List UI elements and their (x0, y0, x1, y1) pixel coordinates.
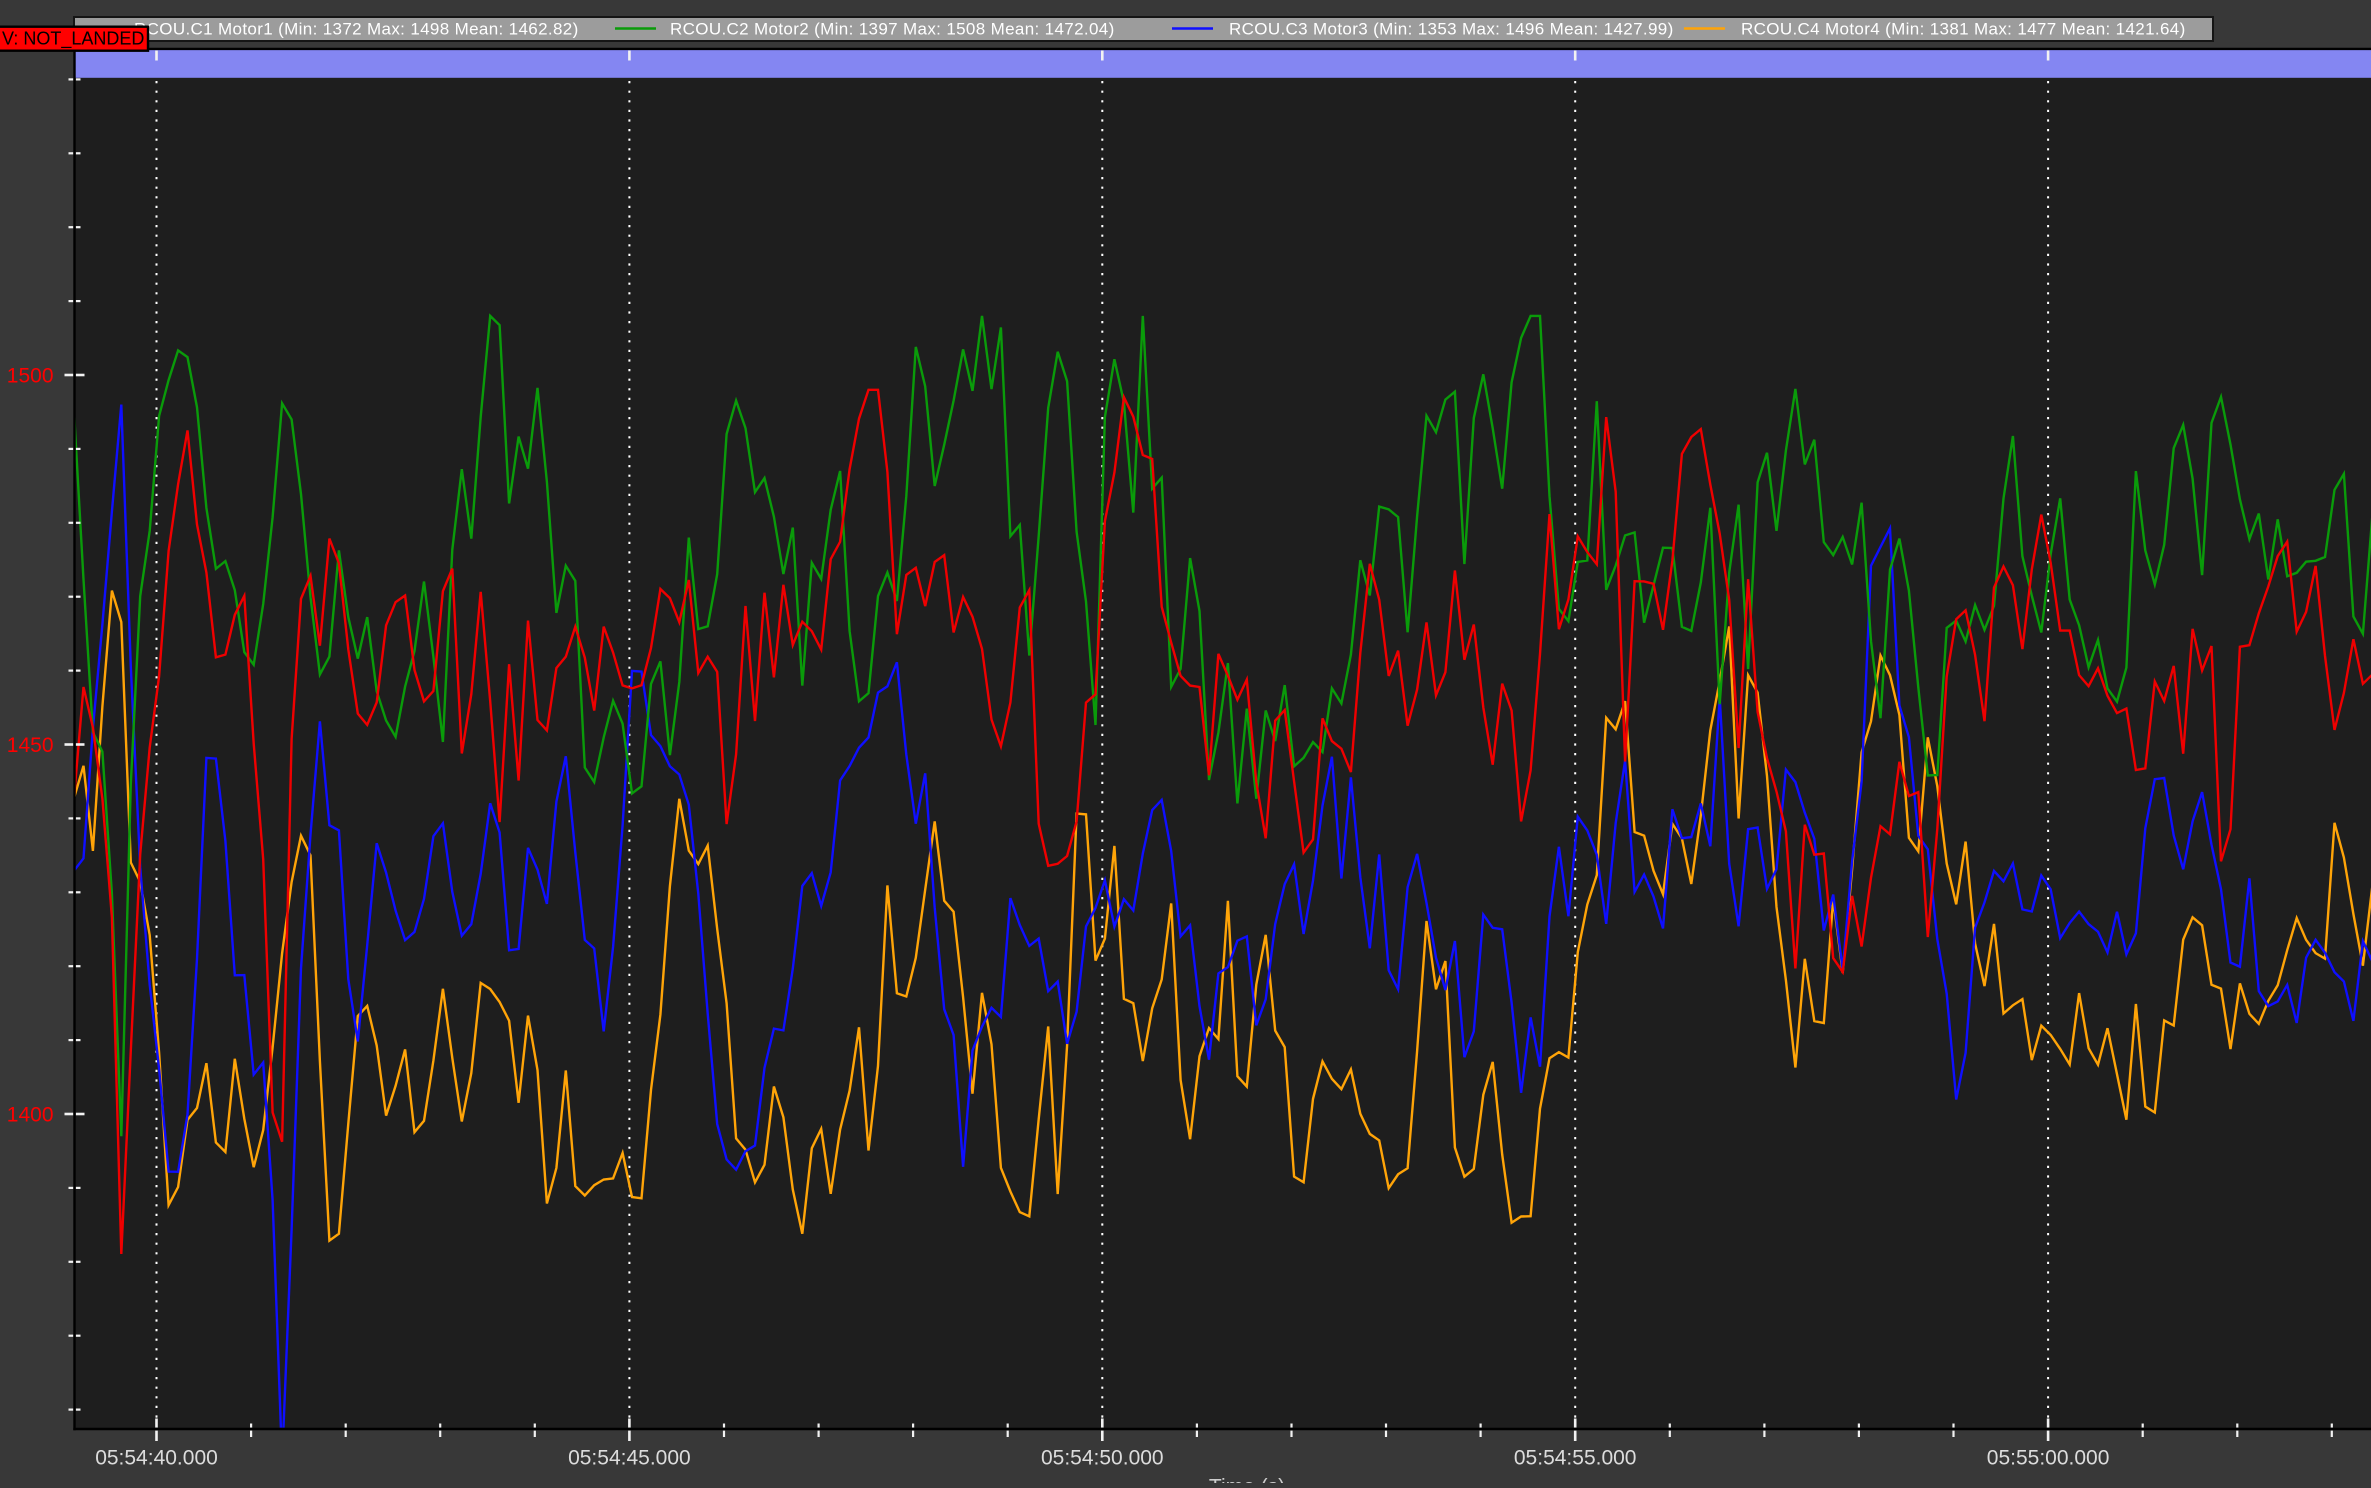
svg-text:RCOU.C1 Motor1 (Min: 1372 Max: RCOU.C1 Motor1 (Min: 1372 Max: 1498 Mean… (134, 20, 579, 39)
svg-text:05:54:40.000: 05:54:40.000 (95, 1447, 218, 1470)
svg-text:05:55:00.000: 05:55:00.000 (1987, 1447, 2110, 1470)
svg-text:1400: 1400 (7, 1104, 54, 1127)
svg-text:1500: 1500 (7, 365, 54, 388)
svg-text:Time (s): Time (s) (1209, 1476, 1285, 1484)
svg-text:RCOU.C2 Motor2 (Min: 1397 Max:: RCOU.C2 Motor2 (Min: 1397 Max: 1508 Mean… (670, 20, 1115, 39)
svg-text:05:54:50.000: 05:54:50.000 (1041, 1447, 1164, 1470)
svg-text:RCOU.C3 Motor3 (Min: 1353 Max:: RCOU.C3 Motor3 (Min: 1353 Max: 1496 Mean… (1229, 20, 1674, 39)
svg-text:V: NOT_LANDED: V: NOT_LANDED (2, 29, 144, 50)
svg-text:05:54:55.000: 05:54:55.000 (1514, 1447, 1637, 1470)
svg-text:RCOU.C4 Motor4 (Min: 1381 Max:: RCOU.C4 Motor4 (Min: 1381 Max: 1477 Mean… (1741, 20, 2186, 39)
svg-text:05:54:45.000: 05:54:45.000 (568, 1447, 691, 1470)
svg-text:1450: 1450 (7, 734, 54, 757)
